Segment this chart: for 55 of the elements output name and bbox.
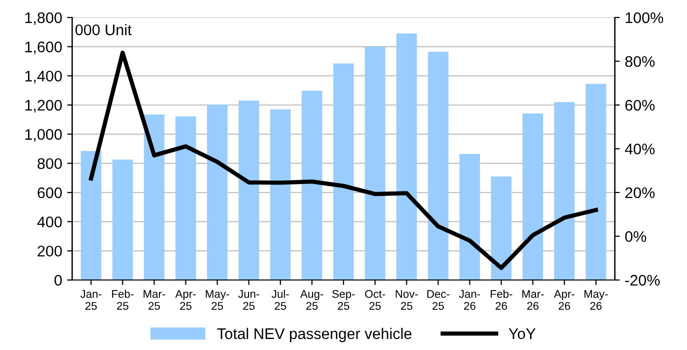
x-tick-label: Jan- 25	[80, 290, 102, 310]
y-tick-label: 1,200	[25, 100, 62, 112]
bar	[522, 113, 544, 280]
x-tick-label: Jul- 25	[272, 290, 289, 310]
bar	[112, 160, 133, 280]
y-tick-label: 1,800	[25, 12, 62, 25]
y-tick-label: 800	[38, 158, 62, 170]
bar	[238, 100, 260, 280]
legend-label: YoY	[508, 328, 536, 340]
bar	[396, 34, 417, 280]
y-tick-label: 200	[38, 246, 62, 257]
y2-tick-label: 0%	[625, 231, 646, 242]
y-tick-label: 600	[38, 187, 62, 198]
bar	[491, 176, 512, 280]
x-tick-label: Aug- 25	[300, 290, 324, 310]
y2-tick-label: 40%	[624, 144, 655, 154]
bar	[302, 90, 322, 280]
x-tick-label: Mar- 26	[522, 290, 544, 310]
x-tick-label: Mar- 25	[144, 290, 166, 310]
bar	[80, 150, 102, 280]
y-tick-label: 1,000	[25, 129, 62, 142]
x-tick-label: Oct- 25	[365, 290, 386, 310]
x-tick-label: Feb- 26	[490, 290, 512, 310]
annotation: 000 Unit	[75, 24, 132, 36]
x-tick-label: Jun- 25	[238, 290, 260, 310]
bar	[333, 63, 354, 280]
x-tick-label: Sep- 25	[332, 290, 355, 310]
y-tick-label: 1,400	[25, 70, 62, 84]
bar	[554, 102, 575, 280]
bar	[364, 46, 386, 280]
x-tick-label: Dec- 25	[427, 290, 450, 310]
x-tick-label: Nov- 25	[396, 290, 418, 310]
line-series	[88, 50, 598, 270]
y2-tick-label: 60%	[625, 100, 655, 111]
bar	[459, 154, 480, 280]
x-tick-label: May- 26	[584, 290, 608, 310]
y-tick-label: 1,600	[25, 42, 62, 54]
x-tick-label: Apr- 26	[554, 290, 574, 310]
y-tick-label: 0	[54, 274, 62, 286]
legend-label: Total NEV passenger vehicle	[217, 328, 412, 342]
y-tick-label: 400	[37, 216, 62, 228]
x-tick-label: Feb- 25	[112, 290, 134, 310]
y2-tick-label: 20%	[625, 187, 655, 198]
bar	[586, 84, 606, 280]
y2-tick-label: 100%	[626, 12, 664, 24]
bar	[270, 109, 291, 280]
x-tick-label: Jan- 26	[459, 290, 480, 310]
y2-tick-label: 80%	[625, 56, 655, 67]
bar	[428, 52, 448, 280]
bar	[175, 116, 196, 280]
bar	[207, 104, 228, 280]
bar	[144, 114, 164, 280]
y2-tick-label: -20%	[625, 274, 660, 286]
x-tick-label: Apr- 25	[175, 290, 196, 310]
x-tick-label: May- 25	[206, 290, 230, 310]
